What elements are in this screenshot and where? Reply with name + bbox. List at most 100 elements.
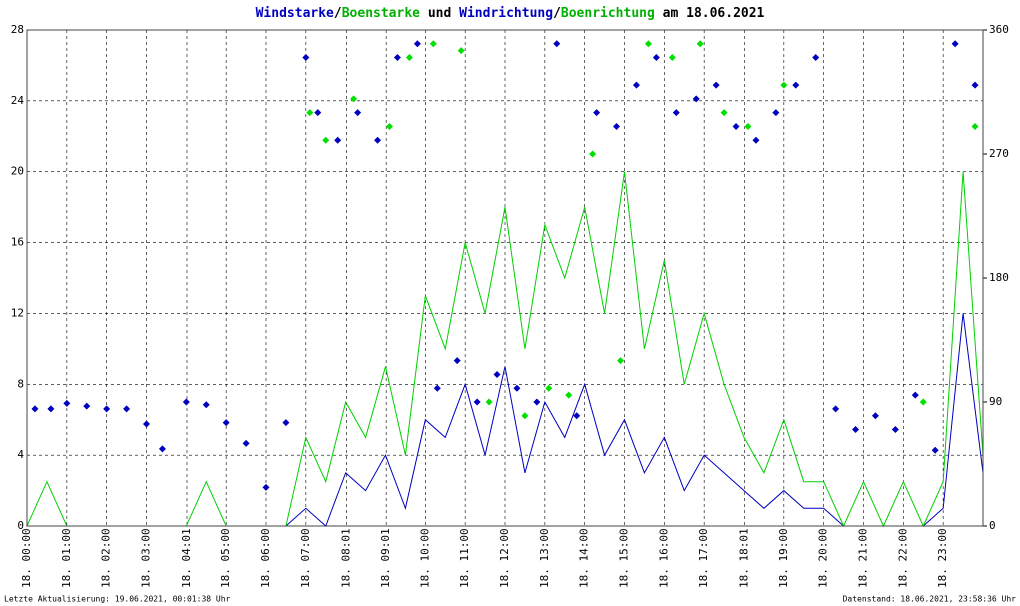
x-tick-label: 18. 01:00 <box>60 528 73 588</box>
direction-point <box>123 405 131 413</box>
y2-tick-label: 90 <box>989 395 1002 408</box>
direction-point <box>405 54 413 62</box>
direction-point <box>521 412 529 420</box>
plot-area: 0 4 8 12 16 20 24 28 0 90 180 270 360 18. 00:00 18. 01… <box>11 23 1009 588</box>
direction-point <box>385 122 393 130</box>
title-part: / <box>334 6 342 21</box>
direction-point <box>103 405 111 413</box>
direction-point <box>143 420 150 428</box>
direction-point <box>47 405 55 413</box>
direction-point <box>545 384 553 392</box>
y2-tick-label: 180 <box>989 271 1009 284</box>
direction-point <box>262 483 270 491</box>
direction-point <box>413 40 421 48</box>
footer-left: Letzte Aktualisierung: 19.06.2021, 00:01… <box>4 595 231 604</box>
direction-point <box>533 398 541 406</box>
direction-point <box>565 391 573 399</box>
x-tick-label: 18. 12:00 <box>498 528 511 588</box>
direction-point <box>354 109 362 117</box>
direction-point <box>473 398 481 406</box>
x-tick-label: 18. 23:00 <box>936 528 949 588</box>
direction-point <box>852 426 860 434</box>
title-part: Boenrichtung <box>561 6 655 21</box>
y-tick-label: 0 <box>17 519 24 532</box>
chart-title: Windstarke/Boenstarke und Windrichtung/B… <box>256 6 765 21</box>
direction-point <box>350 95 358 103</box>
plot-frame <box>26 29 984 527</box>
title-part: und <box>420 6 459 21</box>
direction-point <box>334 136 342 144</box>
direction-point <box>911 391 919 399</box>
title-part: Windrichtung <box>459 6 553 21</box>
y2-tick-label: 360 <box>989 23 1009 36</box>
direction-point <box>222 419 230 427</box>
direction-point <box>306 109 314 117</box>
direction-point <box>891 426 899 434</box>
direction-point <box>593 109 601 117</box>
direction-point <box>182 398 190 406</box>
direction-point <box>696 40 704 48</box>
direction-point <box>780 81 788 89</box>
direction-point <box>720 109 728 117</box>
x-tick-label: 18. 13:00 <box>538 528 551 588</box>
direction-point <box>302 54 310 62</box>
direction-point <box>732 122 740 130</box>
direction-point <box>712 81 720 89</box>
direction-point <box>485 398 493 406</box>
x-tick-label: 18. 08:01 <box>339 528 352 588</box>
footer-right: Datenstand: 18.06.2021, 23:58:36 Uhr <box>843 595 1017 604</box>
x-tick-label: 18. 07:00 <box>299 528 312 588</box>
y-tick-label: 28 <box>11 23 24 36</box>
direction-point <box>668 54 676 62</box>
x-tick-label: 18. 05:00 <box>219 528 232 588</box>
y-tick-label: 4 <box>17 448 24 461</box>
direction-point <box>429 40 437 48</box>
direction-point <box>919 398 927 406</box>
x-tick-label: 18. 02:00 <box>100 528 113 588</box>
direction-point <box>513 384 521 392</box>
direction-point <box>971 122 979 130</box>
y-tick-label: 16 <box>11 236 24 249</box>
direction-point <box>453 357 461 365</box>
y2-tick-label: 0 <box>989 519 996 532</box>
direction-point <box>393 54 401 62</box>
direction-point <box>617 357 625 365</box>
direction-point <box>83 402 91 410</box>
direction-point <box>589 150 597 158</box>
direction-point <box>457 47 465 55</box>
x-tick-label: 18. 15:00 <box>618 528 631 588</box>
direction-point <box>282 419 290 427</box>
y2-tick-label: 270 <box>989 147 1009 160</box>
direction-point <box>31 405 39 413</box>
direction-point <box>202 401 210 409</box>
title-part: am 18.06.2021 <box>655 6 765 21</box>
direction-point <box>632 81 640 89</box>
x-tick-label: 18. 21:00 <box>857 528 870 588</box>
x-tick-label: 18. 19:00 <box>777 528 790 588</box>
x-tick-label: 18. 09:01 <box>379 528 392 588</box>
direction-point <box>322 136 330 144</box>
y-tick-label: 24 <box>11 94 25 107</box>
direction-point <box>433 384 441 392</box>
direction-point <box>812 54 820 62</box>
direction-point <box>493 370 501 378</box>
y-tick-label: 8 <box>17 377 24 390</box>
direction-point <box>971 81 979 89</box>
x-tick-label: 18. 03:00 <box>140 528 153 588</box>
direction-point <box>573 412 581 420</box>
direction-point <box>314 109 322 117</box>
y-tick-label: 20 <box>11 165 24 178</box>
title-part: / <box>553 6 561 21</box>
direction-point <box>553 40 561 48</box>
direction-point <box>752 136 760 144</box>
direction-point <box>951 40 959 48</box>
x-tick-label: 18. 10:00 <box>418 528 431 588</box>
direction-point <box>871 412 879 420</box>
x-tick-label: 18. 17:00 <box>697 528 710 588</box>
y-tick-label: 12 <box>11 306 24 319</box>
x-tick-label: 18. 04:01 <box>180 528 193 588</box>
direction-point <box>792 81 800 89</box>
direction-point <box>242 439 250 447</box>
